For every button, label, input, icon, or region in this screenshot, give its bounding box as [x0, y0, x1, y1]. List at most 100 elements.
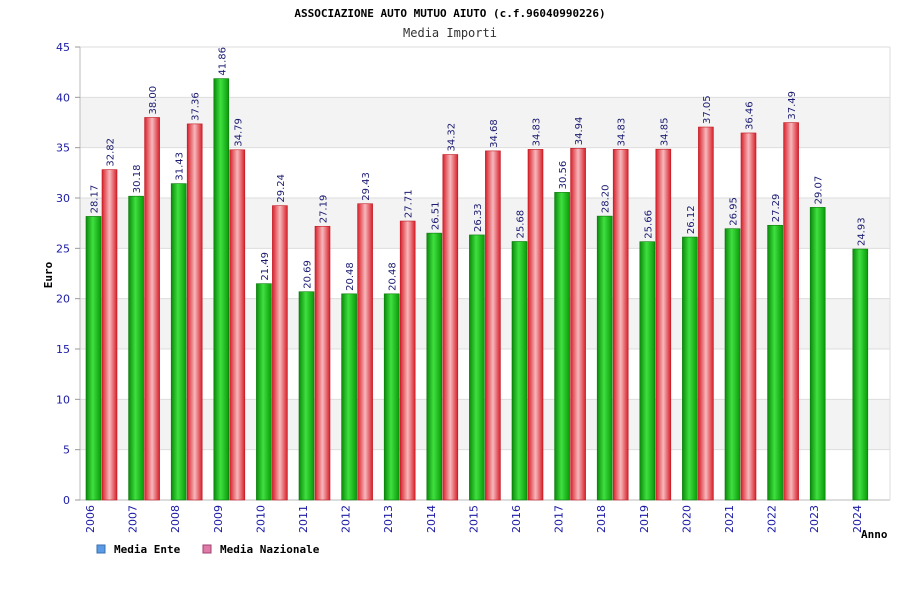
data-label-media-ente-2017: 30.56: [558, 161, 569, 190]
bar-media-ente-2016: [511, 241, 528, 501]
bar-media-ente-2019: [639, 241, 656, 501]
y-tick-label: 35: [56, 142, 70, 155]
bar-media-nazionale-2019: [655, 148, 672, 501]
data-label-media-ente-2022: 27.29: [771, 194, 782, 223]
data-label-media-ente-2007: 30.18: [132, 165, 143, 194]
bars: [85, 78, 869, 501]
data-label-media-nazionale-2017: 34.94: [574, 117, 585, 146]
data-label-media-ente-2008: 31.43: [175, 152, 186, 181]
y-tick-label: 40: [56, 91, 70, 104]
data-label-media-ente-2010: 21.49: [260, 252, 271, 281]
data-label-media-ente-2018: 28.20: [601, 184, 612, 213]
x-tick-label-2009: 2009: [212, 505, 225, 533]
x-axis-ticks: 2006 2007 2008 2009 2010 2011 2012 2013 2014 2015…: [84, 505, 864, 533]
bar-media-ente-2010: [256, 283, 272, 501]
x-tick-label-2010: 2010: [254, 505, 267, 533]
y-tick-label: 10: [56, 393, 70, 406]
x-axis-label: Anno: [861, 528, 888, 541]
chart-subtitle: Media Importi: [403, 26, 497, 40]
bar-media-nazionale-2016: [527, 149, 544, 501]
x-tick-label-2007: 2007: [127, 505, 140, 533]
y-axis-label: Euro: [42, 261, 55, 288]
bar-media-nazionale-2006: [101, 169, 118, 501]
x-tick-label-2016: 2016: [510, 505, 523, 533]
data-label-media-ente-2009: 41.86: [217, 47, 228, 76]
bar-media-ente-2011: [298, 291, 315, 501]
data-label-media-nazionale-2014: 34.32: [446, 123, 457, 152]
bar-media-ente-2013: [383, 293, 400, 501]
chart-title: ASSOCIAZIONE AUTO MUTUO AIUTO (c.f.96040…: [294, 7, 605, 20]
data-label-media-nazionale-2019: 34.85: [659, 118, 670, 147]
y-tick-label: 15: [56, 343, 70, 356]
x-tick-label-2021: 2021: [723, 505, 736, 533]
data-label-media-ente-2012: 20.48: [345, 262, 356, 291]
x-tick-label-2018: 2018: [595, 505, 608, 533]
data-label-media-ente-2011: 20.69: [303, 260, 314, 289]
x-tick-label-2019: 2019: [638, 505, 651, 533]
bar-media-ente-2009: [213, 78, 230, 501]
data-label-media-nazionale-2012: 29.43: [361, 172, 372, 201]
bar-media-nazionale-2018: [612, 149, 629, 501]
data-label-media-nazionale-2020: 37.05: [702, 95, 713, 124]
bar-media-nazionale-2013: [399, 220, 416, 501]
data-label-media-nazionale-2016: 34.83: [532, 118, 543, 147]
bar-media-ente-2018: [596, 215, 613, 501]
data-label-media-nazionale-2006: 32.82: [106, 138, 117, 167]
bar-media-nazionale-2008: [186, 123, 203, 501]
bar-media-ente-2014: [426, 232, 443, 501]
data-label-media-nazionale-2018: 34.83: [617, 118, 628, 147]
data-label-media-nazionale-2022: 37.49: [787, 91, 798, 120]
bar-media-nazionale-2010: [272, 205, 288, 501]
bar-media-nazionale-2007: [144, 117, 160, 501]
x-tick-label-2015: 2015: [467, 505, 480, 533]
data-label-media-ente-2013: 20.48: [388, 262, 399, 291]
y-tick-label: 45: [56, 41, 70, 54]
data-label-media-nazionale-2015: 34.68: [489, 119, 500, 148]
data-label-media-ente-2016: 25.68: [516, 210, 527, 239]
data-label-media-ente-2006: 28.17: [90, 185, 101, 214]
x-tick-label-2017: 2017: [553, 505, 566, 533]
data-label-media-nazionale-2013: 27.71: [404, 189, 415, 218]
x-tick-label-2014: 2014: [425, 505, 438, 533]
bar-media-ente-2007: [128, 195, 144, 501]
data-labels: 28.17 32.82 30.18 38.00 31.43 37.36 41.86 34.79…: [90, 47, 868, 291]
plot-band: [80, 47, 890, 98]
bar-media-ente-2015: [469, 234, 485, 501]
x-tick-label-2023: 2023: [808, 505, 821, 533]
bar-media-ente-2020: [682, 236, 698, 501]
bar-media-ente-2023: [809, 207, 826, 501]
bar-media-nazionale-2011: [314, 225, 331, 501]
bar-media-nazionale-2017: [570, 147, 586, 501]
y-tick-label: 0: [63, 494, 70, 507]
bar-media-nazionale-2022: [783, 122, 799, 501]
bar-media-ente-2022: [767, 224, 783, 501]
legend-swatch-media-ente: [96, 544, 106, 554]
legend-swatch-media-nazionale: [202, 544, 212, 554]
x-tick-label-2012: 2012: [340, 505, 353, 533]
legend: Media Ente Media Nazionale: [96, 543, 320, 556]
bar-media-nazionale-2020: [698, 126, 714, 501]
bar-media-ente-2017: [554, 192, 570, 501]
data-label-media-ente-2024: 24.93: [856, 217, 867, 246]
legend-label-media-ente: Media Ente: [114, 543, 181, 556]
bar-media-ente-2008: [170, 183, 187, 501]
x-tick-label-2013: 2013: [382, 505, 395, 533]
y-tick-label: 20: [56, 293, 70, 306]
bar-media-nazionale-2015: [485, 150, 501, 501]
x-tick-label-2020: 2020: [680, 505, 693, 533]
y-tick-label: 25: [56, 242, 70, 255]
data-label-media-nazionale-2008: 37.36: [191, 92, 202, 121]
data-label-media-ente-2014: 26.51: [430, 201, 441, 230]
data-label-media-ente-2020: 26.12: [686, 205, 697, 234]
bar-media-nazionale-2014: [442, 154, 459, 501]
bar-media-nazionale-2021: [740, 132, 757, 501]
y-tick-label: 30: [56, 192, 70, 205]
data-label-media-nazionale-2009: 34.79: [233, 118, 244, 147]
bar-media-nazionale-2009: [229, 149, 246, 501]
legend-label-media-nazionale: Media Nazionale: [220, 543, 320, 556]
x-tick-label-2024: 2024: [851, 505, 864, 533]
data-label-media-nazionale-2011: 27.19: [319, 195, 330, 224]
data-label-media-ente-2019: 25.66: [643, 210, 654, 239]
data-label-media-nazionale-2010: 29.24: [276, 174, 287, 203]
